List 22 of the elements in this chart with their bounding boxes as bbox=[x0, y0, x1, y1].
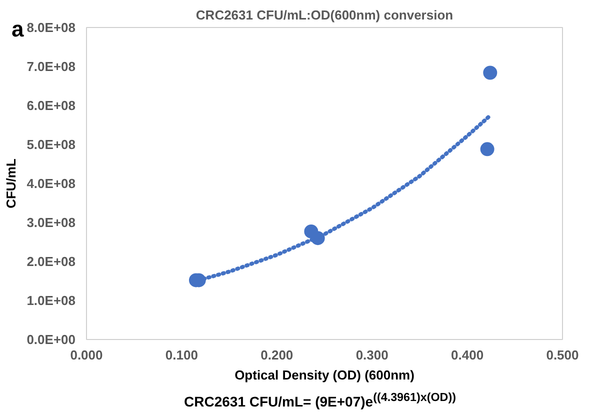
y-tick-label: 2.0E+08 bbox=[26, 254, 76, 269]
y-tick-label: 4.0E+08 bbox=[26, 176, 76, 191]
text: CRC2631 CFU/mL= (9E+07)e$^{((4.3961)x(OD))}$ bbox=[184, 390, 456, 412]
y-tick-label: 3.0E+08 bbox=[26, 215, 76, 230]
chart-title: CRC2631 CFU/mL:OD(600nm) conversion bbox=[196, 8, 454, 22]
y-tick-label: 5.0E+08 bbox=[26, 137, 76, 152]
y-tick-label: 0.0E+00 bbox=[26, 332, 76, 347]
x-tick-label: 0.500 bbox=[546, 348, 579, 362]
point bbox=[480, 142, 494, 156]
y-tick-label: 6.0E+08 bbox=[26, 98, 76, 113]
point bbox=[483, 66, 498, 80]
y-axis-title: CFU/mL bbox=[4, 158, 19, 208]
x-axis-title: Optical Density (OD) (600nm) bbox=[234, 368, 414, 382]
x-tick-label: 0.400 bbox=[451, 348, 484, 362]
x-tick-label: 0.200 bbox=[260, 348, 294, 362]
x-tick-label: 0.300 bbox=[356, 348, 388, 362]
x-tick-label: 0.000 bbox=[70, 348, 103, 362]
text: a bbox=[12, 16, 24, 42]
y-tick-label: 1.0E+08 bbox=[26, 293, 76, 308]
y-tick-label: 7.0E+08 bbox=[26, 59, 76, 74]
x-tick-label: 0.100 bbox=[165, 348, 198, 362]
y-tick-label: 8.0E+08 bbox=[26, 20, 76, 35]
